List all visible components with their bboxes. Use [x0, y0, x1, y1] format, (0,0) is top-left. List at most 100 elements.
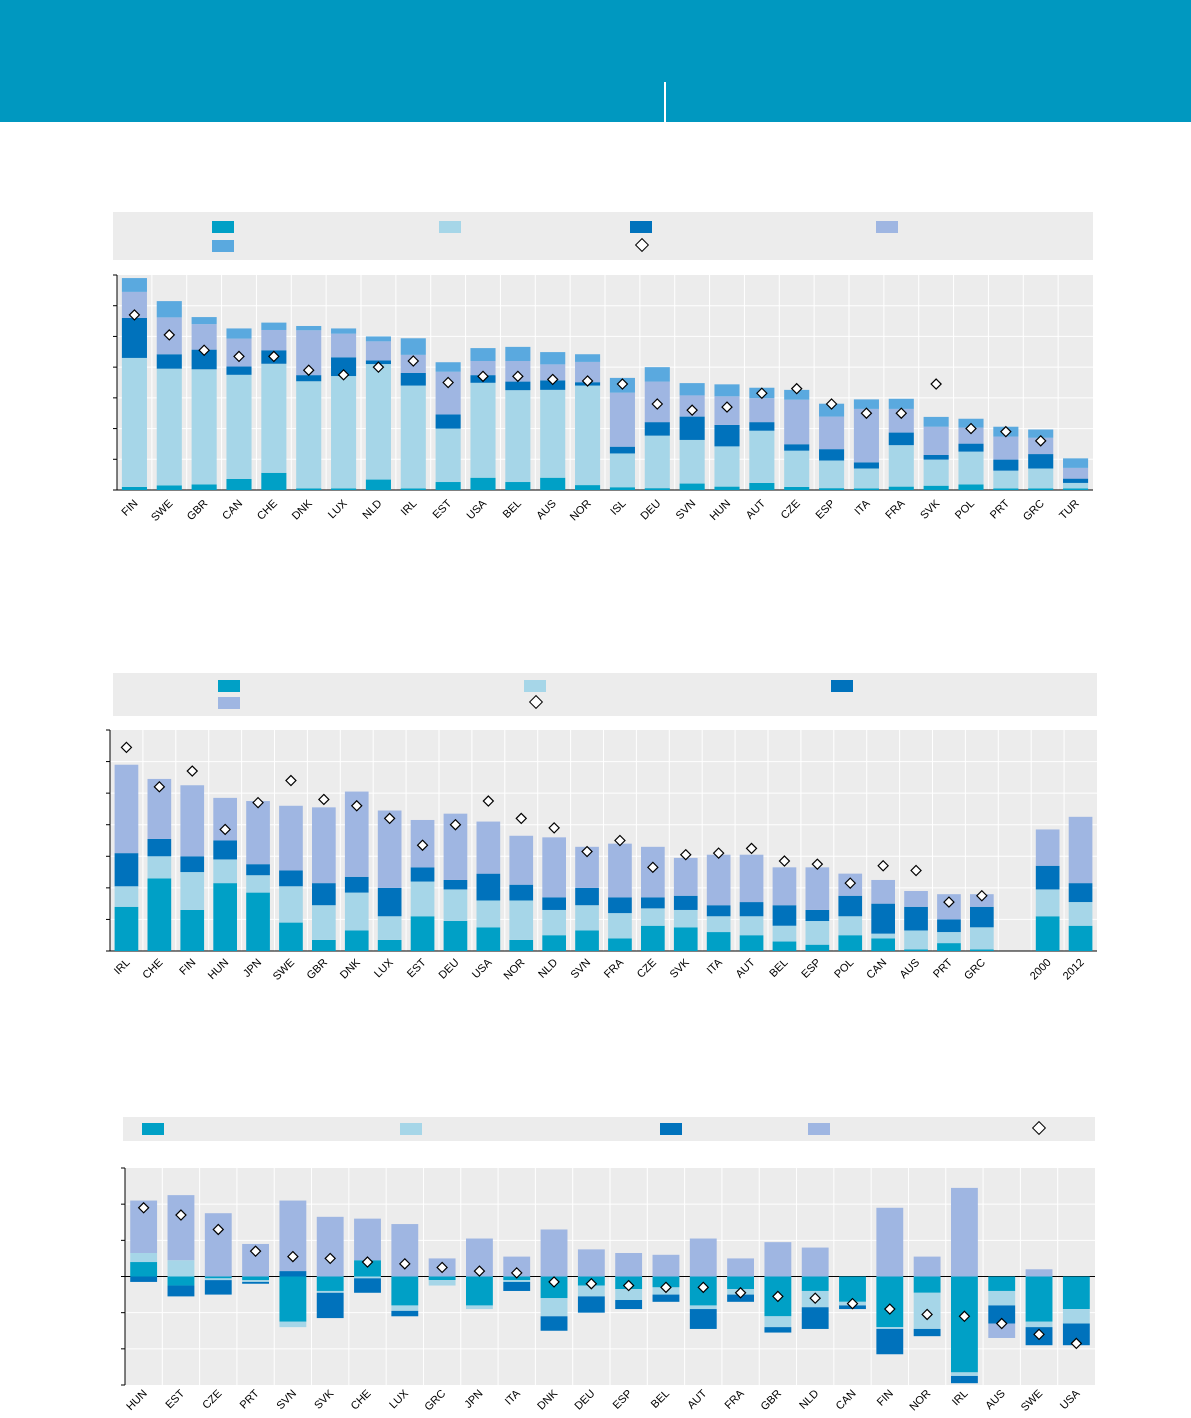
panel2-bar-JPN-s3 — [246, 864, 270, 876]
panel2-bar-GBR-s4 — [312, 807, 336, 884]
panel1-bar-ISL-s4 — [609, 392, 635, 447]
panel2-x-label-IRL: IRL — [112, 957, 133, 978]
legend-swatch-2 — [524, 680, 546, 692]
panel1-bar-SVN-s1 — [679, 483, 705, 490]
panel1-bar-TUR-s4 — [1063, 467, 1089, 479]
panel1-x-label-DNK: DNK — [290, 497, 315, 522]
panel2-x-label-CZE: CZE — [635, 957, 659, 981]
panel1-bar-CZE-s3 — [784, 444, 810, 451]
panel2-bar-ITA-s1 — [706, 932, 731, 951]
panel1-marker-POL — [965, 422, 977, 435]
panel2-marker-FIN — [186, 765, 199, 777]
panel2-bar-GRC-s1 — [970, 949, 994, 951]
panel2-marker-USA — [482, 795, 495, 807]
panel1-bar-AUS-s1 — [540, 477, 566, 490]
panel3-x-label-AUT: AUT — [685, 1387, 709, 1411]
panel2-marker-POL — [844, 877, 857, 889]
panel2-marker-HUN — [219, 823, 231, 836]
panel3-bar-PRT-s1 — [242, 1276, 270, 1281]
panel3-marker-SVK — [324, 1252, 337, 1265]
panel3-marker-AUT — [697, 1281, 710, 1294]
panel2-x-label-USA: USA — [470, 956, 495, 981]
panel1-bar-IRL-s3 — [400, 372, 426, 386]
panel2-marker-LUX — [383, 812, 396, 825]
panel1-x-label-PRT: PRT — [988, 497, 1012, 521]
panel1-bar-SWE-s3 — [156, 354, 182, 369]
panel1-bar-CAN-s2 — [226, 374, 252, 479]
panel2-bar-FIN-s4 — [180, 785, 205, 857]
panel3-x-label-ESP: ESP — [611, 1388, 635, 1412]
panel2-bar-2012-s2 — [1068, 902, 1093, 926]
panel1-bar-HUN-s5 — [714, 384, 740, 397]
panel3-x-label-NOR: NOR — [907, 1388, 933, 1414]
panel2-bar-HUN-s3 — [213, 840, 237, 860]
panel1-bar-POL-s1 — [958, 484, 984, 490]
panel3-bar-DNK-s3 — [540, 1316, 568, 1331]
panel2-bar-USA-s1 — [476, 927, 501, 951]
panel1-bar-ISL-s1 — [609, 487, 635, 490]
panel1-x-label-FRA: FRA — [883, 497, 908, 522]
panel1-bar-LUX-s3 — [331, 357, 357, 377]
panel2-bar-JPN-s1 — [246, 892, 270, 951]
panel3-bar-USA-s1 — [1062, 1276, 1090, 1310]
panel3-marker-SWE — [1033, 1328, 1045, 1341]
panel2-bar-GBR-s3 — [312, 883, 336, 906]
panel1-bar-AUT-s3 — [749, 422, 775, 431]
panel3-bar-ESP-s3 — [615, 1300, 643, 1310]
panel2-bar-FRA-s4 — [608, 843, 632, 898]
legend-swatch-3 — [660, 1123, 682, 1135]
panel2-x-label-ITA: ITA — [705, 956, 725, 976]
panel3-marker-BEL — [660, 1281, 672, 1294]
panel1-bar-DEU-s5 — [644, 367, 670, 382]
panel2-bar-LUX-s3 — [377, 887, 402, 917]
panel3-bar-DEU-s3 — [577, 1296, 605, 1313]
panel1-marker-FRA — [895, 407, 908, 420]
panel1-bar-CAN-s3 — [226, 366, 252, 375]
panel2-bar-PRT-s2 — [937, 932, 961, 944]
panel2-bar-JPN-s2 — [246, 875, 270, 893]
panel1-bar-HUN-s1 — [714, 486, 740, 490]
panel1-bar-FRA-s5 — [888, 398, 914, 409]
panel1-bar-SVK-s4 — [923, 426, 949, 455]
panel2-bar-ITA-s2 — [706, 916, 731, 933]
panel1-bar-SVK-s2 — [923, 459, 949, 486]
panel1-bar-FIN-s1 — [121, 486, 147, 490]
panel2-bar-IRL-s1 — [114, 906, 139, 951]
panel2-bar-GRC-s3 — [970, 906, 994, 928]
panel3-x-label-DNK: DNK — [535, 1387, 560, 1412]
panel1-bar-CHE-s4 — [261, 329, 287, 351]
panel2-bar-IRL-s4 — [114, 764, 139, 854]
panel3-marker-JPN — [473, 1265, 486, 1277]
panel2-x-label-CHE: CHE — [141, 957, 166, 982]
legend-swatch-3 — [630, 221, 652, 233]
panel1-bar-PRT-s1 — [993, 488, 1019, 490]
panel1-bar-DNK-s3 — [296, 375, 322, 382]
panel3-bar-NLD-s4 — [801, 1247, 829, 1277]
panel3-bar-NOR-s3 — [913, 1328, 941, 1337]
panel3-bar-IRL-s1 — [950, 1276, 978, 1373]
panel3-bar-DEU-s4 — [577, 1249, 605, 1277]
panel1-bar-BEL-s5 — [505, 346, 531, 361]
panel1-bar-GRC-s5 — [1028, 429, 1054, 438]
panel2-bar-BEL-s2 — [772, 925, 797, 942]
legend-swatch-4 — [808, 1123, 830, 1135]
panel3-bar-CHE-s1 — [354, 1260, 381, 1277]
panel1-bar-FRA-s1 — [888, 486, 914, 490]
panel3-bar-SWE-s2 — [1025, 1321, 1053, 1328]
panel2-bar-LUX-s4 — [377, 810, 402, 888]
legend-swatch-1 — [212, 221, 234, 233]
panel1-bar-ESP-s4 — [819, 416, 845, 450]
panel2-bar-ESP-s4 — [805, 867, 830, 910]
panel2-bar-DNK-s1 — [344, 930, 369, 951]
panel2-marker-GBR — [318, 793, 330, 806]
legend-swatch-3 — [831, 680, 853, 692]
panel1-bar-EST-s1 — [435, 482, 461, 490]
panel2-marker-CZE — [647, 861, 659, 874]
panel1-marker-SWE — [163, 329, 176, 341]
panel3-bar-USA-s3 — [1062, 1323, 1090, 1346]
panel1-bar-PRT-s4 — [993, 436, 1019, 460]
panel1-bar-DNK-s5 — [296, 325, 322, 331]
panel1-marker-USA — [477, 370, 489, 383]
panel2-bar-JPN-s4 — [246, 801, 270, 865]
panel2-bar-ITA-s4 — [706, 854, 731, 906]
